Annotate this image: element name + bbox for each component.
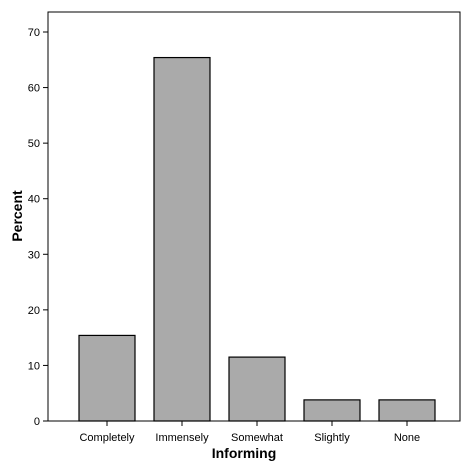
y-axis-title: Percent xyxy=(9,190,25,242)
y-tick-label: 40 xyxy=(28,194,40,206)
x-tick-label: Immensely xyxy=(155,432,209,444)
y-tick-label: 0 xyxy=(34,416,40,428)
y-tick-label: 50 xyxy=(28,138,40,150)
y-tick-label: 30 xyxy=(28,249,40,261)
bar-immensely xyxy=(153,56,211,422)
x-axis: Completely Immensely Somewhat Slightly None xyxy=(79,421,420,444)
y-tick-label: 10 xyxy=(28,360,40,372)
bars-group xyxy=(78,56,436,422)
x-tick-label: Slightly xyxy=(314,432,350,444)
bar-somewhat xyxy=(228,356,286,422)
y-tick-label: 60 xyxy=(28,83,40,95)
bar-completely xyxy=(78,334,136,422)
y-axis: 0 10 20 30 40 50 60 70 xyxy=(28,27,48,428)
x-tick-label: Somewhat xyxy=(231,432,283,444)
x-axis-title: Informing xyxy=(212,445,277,461)
y-tick-label: 20 xyxy=(28,305,40,317)
bar-none xyxy=(378,399,436,422)
x-tick-label: None xyxy=(394,432,420,444)
y-tick-label: 70 xyxy=(28,27,40,39)
x-tick-label: Completely xyxy=(79,432,135,444)
bar-slightly xyxy=(303,399,361,422)
